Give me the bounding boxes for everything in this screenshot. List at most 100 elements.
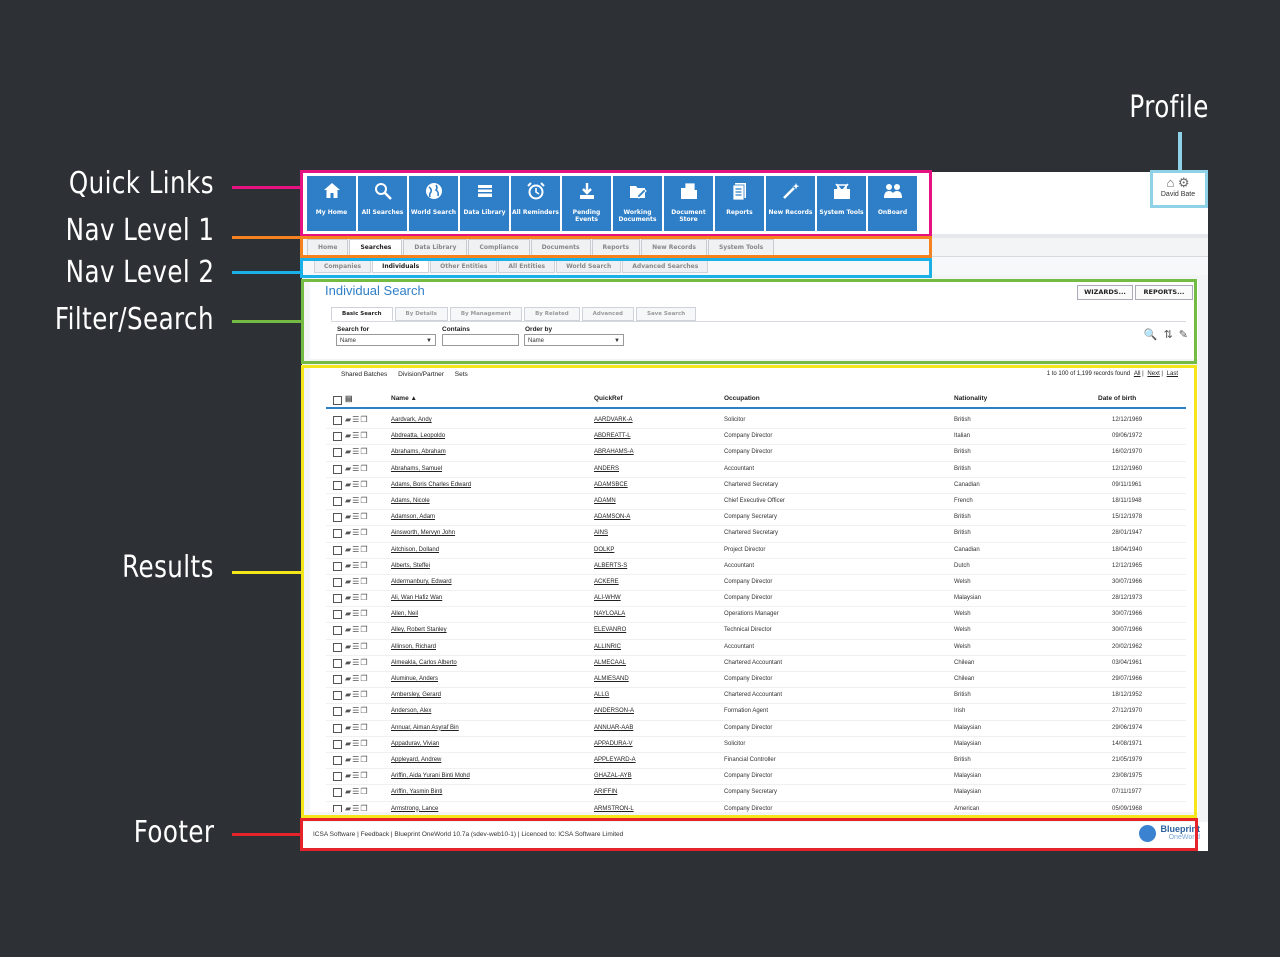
row-checkbox[interactable] <box>333 464 342 474</box>
cell-quickref[interactable]: AINS <box>594 530 609 537</box>
row-checkbox[interactable] <box>333 658 342 668</box>
row-checkbox[interactable] <box>333 755 342 765</box>
quick-link-working-documents[interactable]: Working Documents <box>613 176 662 231</box>
search-for-select[interactable]: Name ▼ <box>336 334 436 346</box>
row-action-icons[interactable]: ▰☰❐ <box>345 787 369 797</box>
reports-button[interactable]: REPORTS... <box>1135 285 1193 300</box>
cell-quickref[interactable]: ACKERE <box>594 578 619 585</box>
tab-home[interactable]: Home <box>307 239 349 255</box>
row-action-icons[interactable]: ▰☰❐ <box>345 803 369 813</box>
row-checkbox[interactable] <box>333 675 342 684</box>
tab-system-tools[interactable]: System Tools <box>707 239 775 255</box>
search-tab-by-related[interactable]: By Related <box>524 307 580 321</box>
search-tab-advanced[interactable]: Advanced <box>581 307 634 321</box>
row-checkbox[interactable] <box>333 739 342 749</box>
cell-quickref[interactable]: GHAZAL-AYB <box>594 773 632 780</box>
cell-quickref[interactable]: ALBERTS-S <box>594 562 628 569</box>
eraser-icon[interactable]: ✎ <box>1178 329 1188 341</box>
row-checkbox[interactable] <box>333 448 342 458</box>
row-action-icons[interactable]: ▰☰❐ <box>345 544 369 554</box>
row-checkbox[interactable] <box>333 496 342 506</box>
quick-link-all-searches[interactable]: All Searches <box>358 176 407 231</box>
column-nationality[interactable]: Nationality <box>954 395 988 402</box>
quick-link-world-search[interactable]: World Search <box>409 176 458 231</box>
cell-name[interactable]: Appadurav, Vivian <box>391 740 440 747</box>
cell-name[interactable]: Anderson, Alex <box>391 708 432 715</box>
cell-quickref[interactable]: ANDERS <box>594 465 620 472</box>
row-action-icons[interactable]: ▰☰❐ <box>345 674 369 683</box>
cell-name[interactable]: Abrahams, Abraham <box>391 449 446 456</box>
row-action-icons[interactable]: ▰☰❐ <box>345 528 369 538</box>
cell-name[interactable]: Adams, Boris Charles Edward <box>391 481 472 488</box>
subtab-companies[interactable]: Companies <box>314 260 372 273</box>
row-checkbox[interactable] <box>333 594 342 604</box>
column-occupation[interactable]: Occupation <box>724 395 760 402</box>
row-checkbox[interactable] <box>333 513 342 523</box>
cell-name[interactable]: Adamson, Adam <box>391 514 436 521</box>
cell-name[interactable]: Ainsworth, Mervyn John <box>391 530 456 537</box>
row-action-icons[interactable]: ▰☰❐ <box>345 447 369 457</box>
quick-link-pending-events[interactable]: Pending Events <box>562 176 611 231</box>
cell-quickref[interactable]: ELEVANRO <box>594 627 627 634</box>
cell-name[interactable]: Allen, Neil <box>391 611 419 618</box>
all-link[interactable]: All <box>1133 371 1141 377</box>
cell-name[interactable]: Aitchison, Dolland <box>391 546 440 553</box>
subtab-other-entities[interactable]: Other Entities <box>430 260 498 273</box>
row-action-icons[interactable]: ▰☰❐ <box>345 479 369 489</box>
row-action-icons[interactable]: ▰☰❐ <box>345 512 369 522</box>
row-checkbox[interactable] <box>333 772 342 782</box>
quick-link-all-reminders[interactable]: All Reminders <box>511 176 560 231</box>
cell-name[interactable]: Ariffin, Aida Yurani Binti Mohd <box>391 773 470 780</box>
search-icon[interactable]: 🔍 <box>1143 329 1158 341</box>
cell-name[interactable]: Appleyard, Andrew <box>391 756 442 763</box>
cell-name[interactable]: Almeakla, Carlos Alberto <box>391 659 457 666</box>
row-action-icons[interactable]: ▰☰❐ <box>345 657 369 667</box>
shared-batches-link[interactable]: Shared Batches <box>341 371 388 378</box>
cell-quickref[interactable]: ALLG <box>594 692 610 699</box>
row-action-icons[interactable]: ▰☰❐ <box>345 431 369 441</box>
tab-searches[interactable]: Searches <box>349 239 403 255</box>
column-name[interactable]: Name ▲ <box>391 395 417 402</box>
quick-link-document-store[interactable]: Document Store <box>664 176 713 231</box>
sort-icon[interactable]: ⇅ <box>1163 329 1173 341</box>
row-checkbox[interactable] <box>333 691 342 701</box>
subtab-world-search[interactable]: World Search <box>556 260 622 273</box>
cell-quickref[interactable]: ARMSTRON-L <box>594 805 634 812</box>
cell-quickref[interactable]: ALLINRIC <box>594 643 622 650</box>
quick-link-data-library[interactable]: Data Library <box>460 176 509 231</box>
cell-name[interactable]: Ambersley, Gerard <box>391 692 441 699</box>
profile-icons[interactable]: ⌂ ⚙ <box>1166 175 1190 190</box>
division-partner-link[interactable]: Division/Partner <box>398 371 444 378</box>
row-action-icons[interactable]: ▰☰❐ <box>345 625 369 635</box>
search-tab-by-details[interactable]: By Details <box>394 307 448 321</box>
row-action-icons[interactable]: ▰☰❐ <box>345 415 369 424</box>
last-link[interactable]: Last <box>1166 371 1178 377</box>
tab-new-records[interactable]: New Records <box>641 239 707 255</box>
row-checkbox[interactable] <box>333 804 342 812</box>
cell-quickref[interactable]: ABRAHAMS-A <box>594 449 634 456</box>
cell-name[interactable]: Aluminue, Anders <box>391 676 439 682</box>
profile[interactable]: ⌂ ⚙ David Bate <box>1153 176 1203 204</box>
cell-quickref[interactable]: ALMIESAND <box>594 676 629 682</box>
row-action-icons[interactable]: ▰☰❐ <box>345 593 369 603</box>
cell-name[interactable]: Ali, Wan Hafiz Wan <box>391 595 443 602</box>
wizards-button[interactable]: WIZARDS... <box>1077 285 1133 300</box>
row-action-icons[interactable]: ▰☰❐ <box>345 560 369 570</box>
row-checkbox[interactable] <box>333 626 342 636</box>
row-action-icons[interactable]: ▰☰❐ <box>345 771 369 781</box>
cell-name[interactable]: Aldermanbury, Edward <box>391 578 452 585</box>
cell-name[interactable]: Armstrong, Lance <box>391 805 439 812</box>
tab-documents[interactable]: Documents <box>530 239 591 255</box>
row-checkbox[interactable] <box>333 642 342 652</box>
subtab-all-entities[interactable]: All Entities <box>498 260 556 273</box>
row-action-icons[interactable]: ▰☰❐ <box>345 706 369 716</box>
row-action-icons[interactable]: ▰☰❐ <box>345 690 369 700</box>
row-action-icons[interactable]: ▰☰❐ <box>345 754 369 764</box>
row-checkbox[interactable] <box>333 707 342 717</box>
row-action-icons[interactable]: ▰☰❐ <box>345 576 369 586</box>
cell-quickref[interactable]: ADAMSBCE <box>594 481 628 488</box>
cell-quickref[interactable]: NAYLOALA <box>594 611 626 618</box>
quick-link-new-records[interactable]: New Records <box>766 176 815 231</box>
search-tab-save-search[interactable]: Save Search <box>636 307 697 321</box>
sets-link[interactable]: Sets <box>454 371 468 378</box>
